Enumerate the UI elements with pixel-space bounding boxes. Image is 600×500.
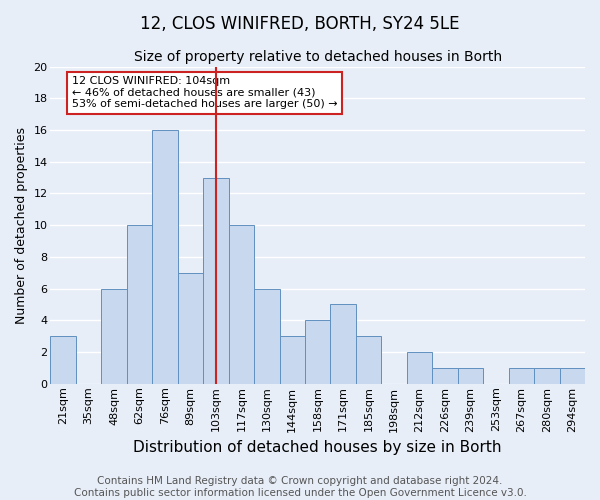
Text: Contains HM Land Registry data © Crown copyright and database right 2024.
Contai: Contains HM Land Registry data © Crown c… bbox=[74, 476, 526, 498]
Bar bbox=[509, 368, 534, 384]
Bar bbox=[178, 272, 203, 384]
Bar bbox=[101, 288, 127, 384]
Bar bbox=[203, 178, 229, 384]
Bar bbox=[534, 368, 560, 384]
Bar bbox=[50, 336, 76, 384]
Y-axis label: Number of detached properties: Number of detached properties bbox=[15, 126, 28, 324]
Text: 12 CLOS WINIFRED: 104sqm
← 46% of detached houses are smaller (43)
53% of semi-d: 12 CLOS WINIFRED: 104sqm ← 46% of detach… bbox=[72, 76, 337, 110]
Title: Size of property relative to detached houses in Borth: Size of property relative to detached ho… bbox=[134, 50, 502, 64]
Bar bbox=[305, 320, 331, 384]
Bar bbox=[356, 336, 382, 384]
Bar bbox=[254, 288, 280, 384]
Bar bbox=[152, 130, 178, 384]
Bar bbox=[331, 304, 356, 384]
Bar bbox=[127, 225, 152, 384]
Bar bbox=[458, 368, 483, 384]
Bar bbox=[280, 336, 305, 384]
Bar bbox=[407, 352, 432, 384]
Bar bbox=[432, 368, 458, 384]
X-axis label: Distribution of detached houses by size in Borth: Distribution of detached houses by size … bbox=[133, 440, 502, 455]
Bar bbox=[229, 225, 254, 384]
Text: 12, CLOS WINIFRED, BORTH, SY24 5LE: 12, CLOS WINIFRED, BORTH, SY24 5LE bbox=[140, 15, 460, 33]
Bar bbox=[560, 368, 585, 384]
